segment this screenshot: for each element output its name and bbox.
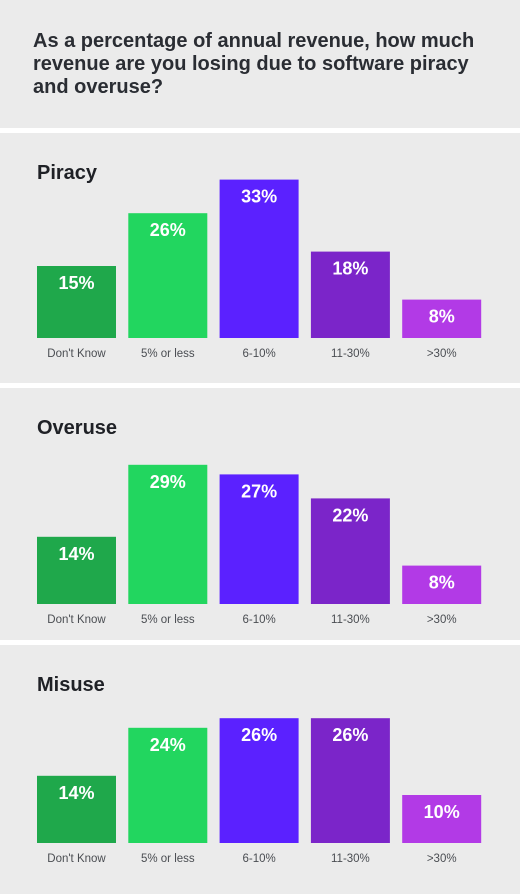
x-tick-label: 11-30%: [331, 348, 370, 360]
value-label: 26%: [332, 725, 368, 745]
chart-panel: Piracy 15% Don't Know 26% 5% or less 33% 6-10%…: [0, 133, 520, 383]
page-title: As a percentage of annual revenue, how m…: [33, 30, 475, 98]
x-tick-label: 5% or less: [141, 614, 195, 626]
chart-title: Overuse: [37, 417, 117, 439]
x-tick-label: Don't Know: [47, 348, 106, 360]
chart-panel: Overuse 14% Don't Know 29% 5% or less 27% 6-10…: [0, 388, 520, 640]
value-label: 10%: [424, 802, 460, 822]
x-tick-label: 6-10%: [242, 614, 275, 626]
value-label: 15%: [58, 273, 94, 293]
value-label: 8%: [429, 573, 455, 593]
header: As a percentage of annual revenue, how m…: [0, 0, 520, 128]
bar: [128, 464, 208, 604]
value-label: 22%: [332, 505, 368, 525]
chart-title: Piracy: [37, 162, 98, 184]
value-label: 26%: [150, 220, 186, 240]
x-tick-label: 6-10%: [242, 853, 275, 865]
value-label: 33%: [241, 187, 277, 207]
bar: [128, 727, 208, 843]
bar: [310, 498, 390, 604]
bar: [128, 213, 208, 338]
x-tick-label: 11-30%: [331, 614, 370, 626]
bar: [219, 179, 299, 338]
value-label: 14%: [58, 783, 94, 803]
bar: [219, 474, 299, 604]
x-tick-label: 6-10%: [242, 348, 275, 360]
x-tick-label: >30%: [427, 348, 457, 360]
bar: [37, 775, 116, 843]
x-tick-label: >30%: [427, 614, 457, 626]
bar: [37, 266, 116, 338]
x-tick-label: Don't Know: [47, 614, 106, 626]
chart-title: Misuse: [37, 674, 105, 696]
x-tick-label: >30%: [427, 853, 457, 865]
bar: [310, 718, 390, 843]
bar: [402, 299, 482, 338]
bar: [37, 536, 116, 604]
bar: [402, 795, 482, 843]
value-label: 27%: [241, 481, 277, 501]
x-tick-label: 5% or less: [141, 348, 195, 360]
value-label: 18%: [332, 259, 368, 279]
x-tick-label: Don't Know: [47, 853, 106, 865]
value-label: 29%: [150, 472, 186, 492]
value-label: 8%: [429, 307, 455, 327]
value-label: 26%: [241, 725, 277, 745]
x-tick-label: 5% or less: [141, 853, 195, 865]
x-tick-label: 11-30%: [331, 853, 370, 865]
value-label: 24%: [150, 735, 186, 755]
value-label: 14%: [58, 544, 94, 564]
bar: [310, 251, 390, 338]
bar: [402, 565, 482, 604]
chart-panel: Misuse 14% Don't Know 24% 5% or less 26% 6-10%…: [0, 645, 520, 894]
bar: [219, 718, 299, 843]
